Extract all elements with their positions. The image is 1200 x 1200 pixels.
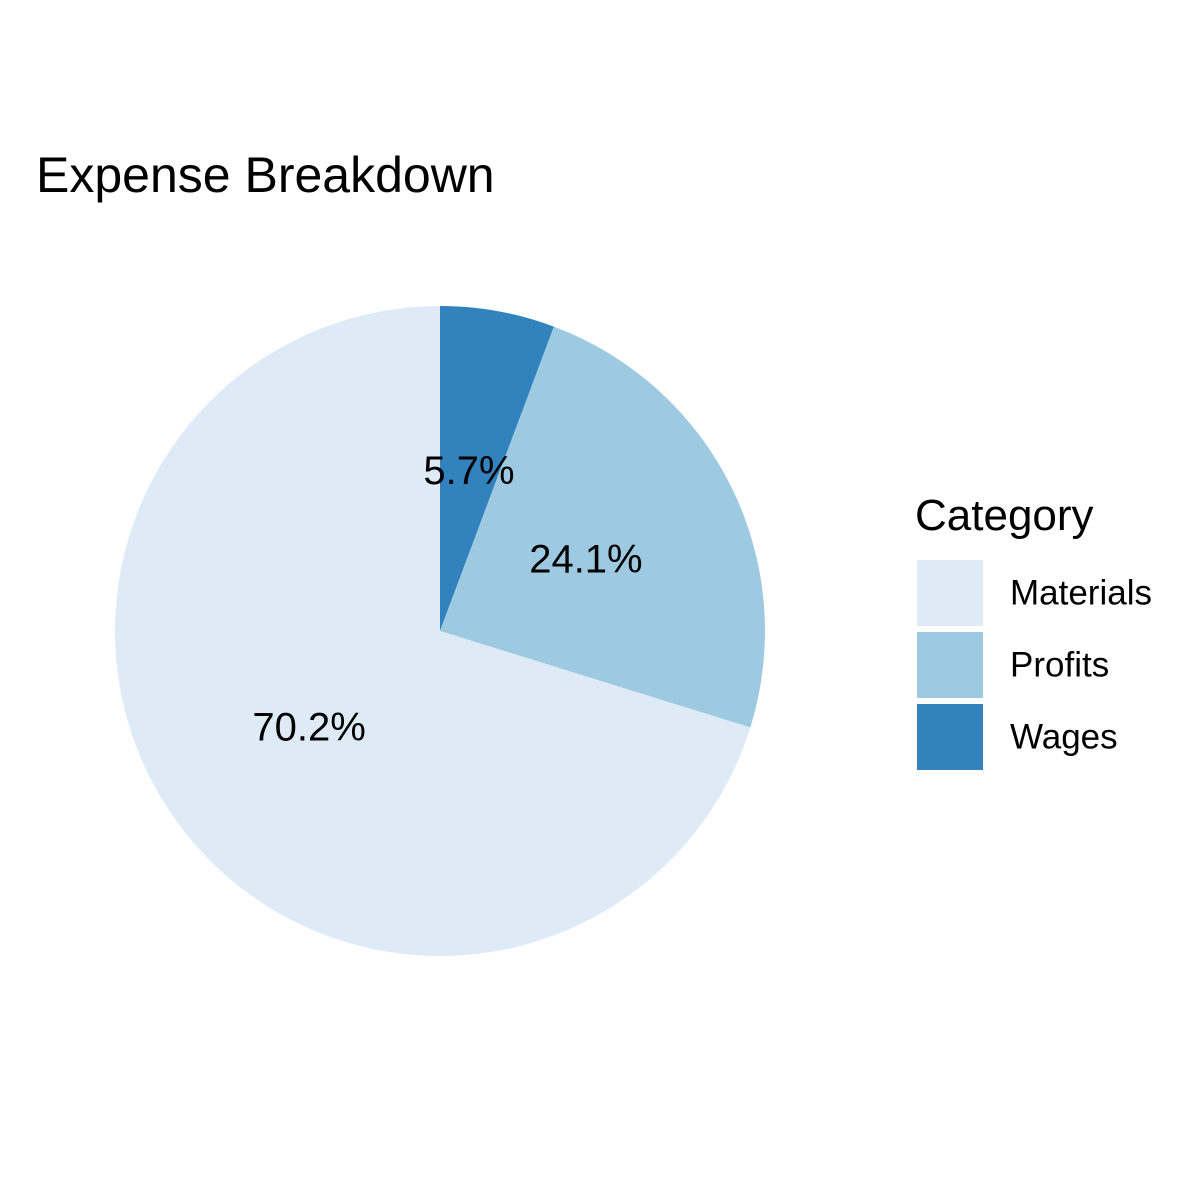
- legend-items: Materials Profits Wages: [917, 560, 1152, 770]
- legend-swatch-wages: [917, 704, 983, 770]
- legend-swatch-materials: [917, 560, 983, 626]
- slice-label-materials: 70.2%: [252, 705, 365, 749]
- legend-label-wages: Wages: [1010, 718, 1118, 757]
- legend-label-materials: Materials: [1010, 574, 1152, 613]
- pie-slice-materials: [115, 306, 751, 956]
- legend: Category Materials Profits Wages: [915, 491, 1152, 770]
- slice-label-wages: 5.7%: [423, 449, 514, 493]
- slice-label-profits: 24.1%: [529, 538, 642, 582]
- pie-slice-profits: [440, 326, 765, 728]
- pie-slice-wages: [440, 306, 554, 631]
- legend-title: Category: [915, 491, 1094, 540]
- pie-slices: [115, 306, 765, 956]
- legend-swatch-profits: [917, 632, 983, 698]
- legend-label-profits: Profits: [1010, 646, 1109, 685]
- chart-title: Expense Breakdown: [36, 147, 495, 203]
- pie-slice-labels: 5.7% 24.1% 70.2%: [252, 449, 642, 749]
